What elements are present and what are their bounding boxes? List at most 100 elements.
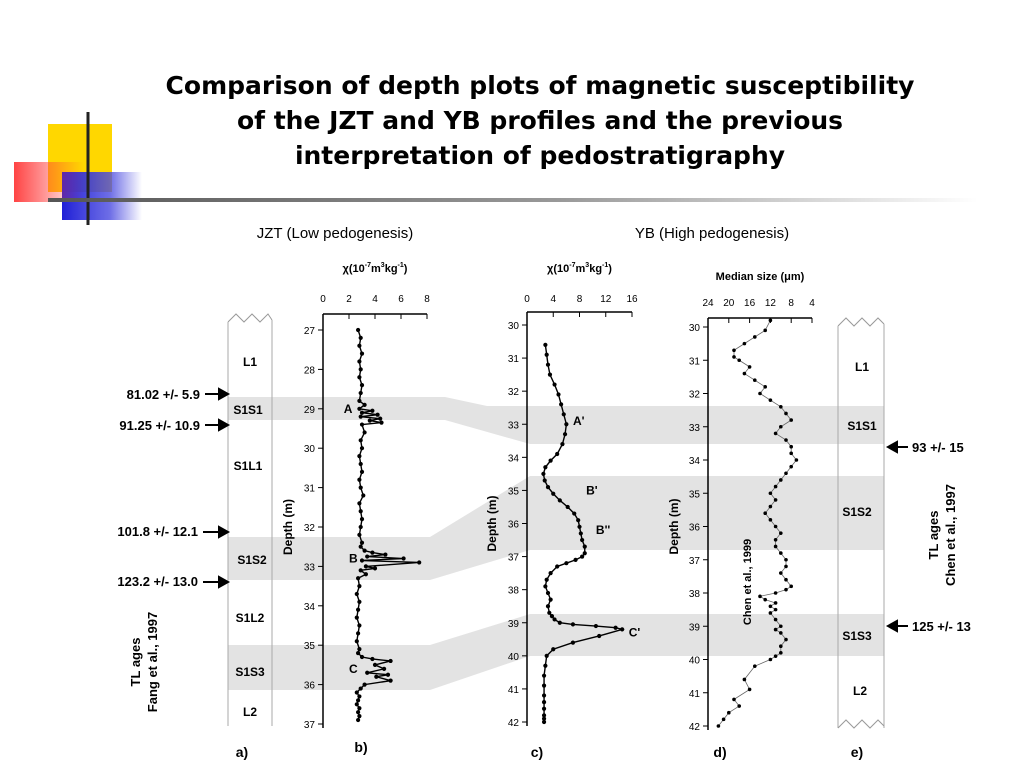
data-point [359,654,365,660]
data-point [358,390,363,396]
x-tick-label: 12 [765,298,777,309]
chen-1999-label: Chen et al., 1999 [742,539,754,625]
data-point [365,670,370,675]
tl-age-label: 93 +/- 15 [912,440,964,455]
data-point [372,662,378,668]
chart-d: 24 20 16 12 8 4 30 31 32 33 34 35 36 37 38 39 40 41 42 Medi… [667,271,815,733]
y-tick-label: 32 [304,523,316,534]
data-point [545,362,551,367]
data-point [577,524,582,529]
x-tick-label: 4 [809,298,815,309]
data-point [374,674,379,679]
data-point [370,408,375,413]
data-point [737,358,741,363]
data-point [753,335,757,339]
data-point [548,571,553,576]
data-point [784,564,788,569]
x-tick-label: 8 [788,298,794,309]
data-point [385,672,391,677]
data-point [541,673,547,678]
data-point [613,625,618,630]
band-s1s2 [228,476,884,580]
data-point [716,724,721,728]
tl-age-label: 123.2 +/- 13.0 [117,574,198,589]
data-point [768,491,773,496]
tl-caption: Fang et al., 1997 [145,612,160,712]
data-point [543,663,548,668]
data-point [779,405,783,409]
y-tick-label: 42 [508,718,520,729]
data-point [747,365,752,369]
data-point [732,355,736,359]
data-point [779,571,783,575]
tl-age-label: 91.25 +/- 10.9 [119,418,200,433]
data-point [362,682,367,687]
y-axis-label: Depth (m) [485,496,499,552]
data-point [354,639,359,644]
series-line [542,344,625,722]
data-point [357,453,362,459]
data-point [359,446,365,451]
y-tick-label: 37 [689,556,701,567]
data-point [357,706,362,711]
y-tick-label: 36 [689,523,701,534]
data-point [773,601,778,605]
data-point [779,478,783,482]
data-point [541,706,547,711]
data-point [375,412,380,417]
x-tick-label: 20 [723,298,735,309]
y-tick-label: 41 [508,685,520,696]
data-point [727,710,731,715]
data-point [362,402,367,407]
y-tick-label: 33 [304,562,316,573]
data-point [560,442,565,447]
data-point [570,622,576,627]
data-point [557,498,562,503]
tl-age-label: 101.8 +/- 12.1 [117,524,198,539]
data-point [564,561,569,566]
data-point [356,631,361,636]
data-point [742,341,747,346]
x-tick-label: 4 [550,294,556,305]
yb-header: YB (High pedogenesis) [635,225,789,242]
data-point [789,464,793,469]
x-tick-label: 8 [577,294,583,305]
data-point [763,511,767,515]
data-point [544,577,549,582]
data-point [572,511,577,516]
tl-caption: TL ages [926,511,941,560]
jzt-stratigraphic-column: L1 S1S1 S1L1 S1S2 S1L2 S1S3 L2 [227,313,273,726]
data-point [763,328,767,333]
data-point [357,623,362,628]
y-tick-label: 36 [508,520,520,531]
data-point [357,694,362,699]
y-tick-label: 36 [304,681,316,692]
data-point [388,678,393,683]
slide-title: Comparison of depth plots of magnetic su… [150,68,930,173]
data-point [359,422,365,427]
data-point [559,402,564,407]
data-point [372,566,378,571]
y-tick-label: 31 [304,484,316,495]
data-point [354,615,359,620]
data-point [789,451,793,456]
jzt-unit-label: S1L1 [234,459,263,473]
x-tick-label: 0 [524,294,530,305]
data-point [742,677,747,682]
data-point [794,458,799,462]
x-tick-label: 16 [626,294,638,305]
peak-annotation: C' [629,626,641,640]
data-point [382,666,387,671]
data-point [556,392,561,397]
correlation-bands [228,397,884,690]
data-point [357,375,362,380]
tl-caption: TL ages [128,638,143,687]
data-point [784,557,788,562]
data-point [370,656,375,662]
y-tick-label: 39 [508,619,520,630]
y-tick-label: 37 [508,553,520,564]
data-point [784,438,788,442]
data-point [545,485,551,490]
data-point [779,644,783,648]
peak-annotation: A' [573,414,585,428]
